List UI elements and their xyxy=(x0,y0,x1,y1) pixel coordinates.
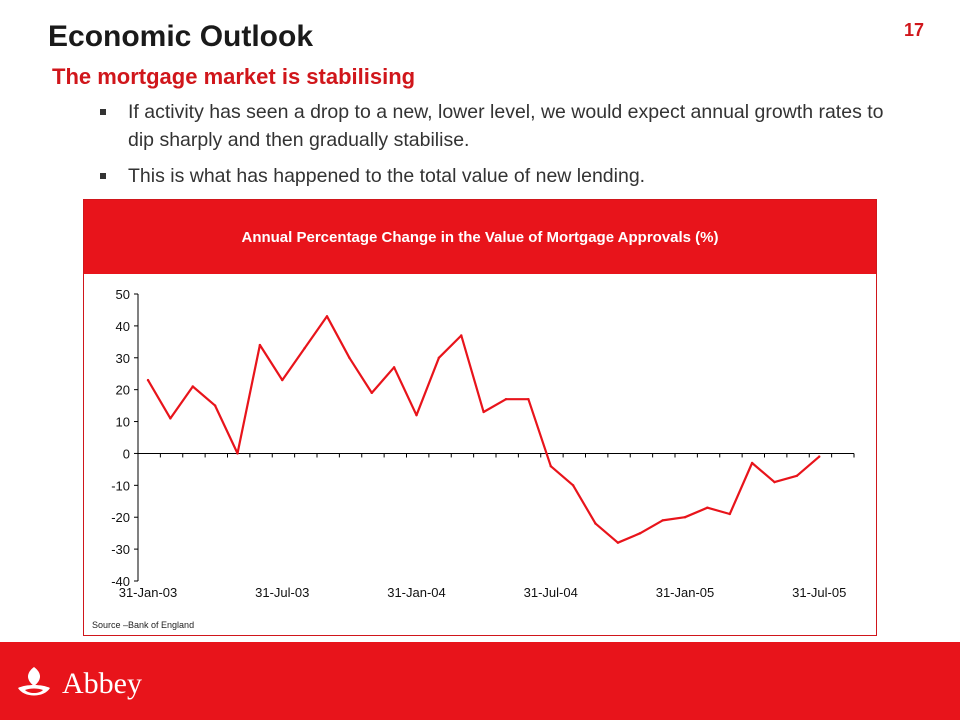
page-number: 17 xyxy=(903,20,924,40)
data-point xyxy=(527,398,530,401)
bullet-text: This is what has happened to the total v… xyxy=(128,165,646,187)
data-point xyxy=(504,398,508,401)
page-subtitle: The mortgage market is stabilising xyxy=(52,64,416,89)
data-point xyxy=(370,391,373,395)
bullet-marker xyxy=(100,173,106,179)
x-tick-label: 31-Jan-03 xyxy=(119,585,178,600)
data-point xyxy=(460,334,463,337)
data-point xyxy=(706,506,709,509)
data-point xyxy=(482,410,485,414)
data-point xyxy=(773,480,776,484)
series-line xyxy=(147,315,821,544)
data-point xyxy=(728,512,731,516)
data-point xyxy=(303,347,306,350)
y-tick-label: 0 xyxy=(123,446,130,461)
data-point xyxy=(661,519,664,522)
flame-logo-icon xyxy=(18,667,50,696)
y-tick-label: -40 xyxy=(111,574,130,589)
chart-panel: Annual Percentage Change in the Value of… xyxy=(83,199,877,636)
data-point xyxy=(191,385,194,388)
data-point xyxy=(437,356,441,359)
source-note: Source –Bank of England xyxy=(92,620,195,630)
data-point xyxy=(236,452,239,455)
y-tick-label: -20 xyxy=(111,510,130,525)
data-point xyxy=(392,366,396,369)
data-point xyxy=(549,465,552,468)
data-point xyxy=(795,474,799,477)
x-tick-label: 31-Jul-05 xyxy=(792,585,846,600)
data-point xyxy=(415,413,418,417)
bullet-marker xyxy=(100,109,106,115)
data-point xyxy=(169,417,172,420)
data-point xyxy=(750,461,754,465)
chart-title: Annual Percentage Change in the Value of… xyxy=(241,228,719,246)
data-point xyxy=(146,378,150,382)
data-point xyxy=(639,531,642,535)
footer-bar xyxy=(0,642,960,720)
y-tick-label: 50 xyxy=(116,287,130,302)
y-tick-label: 20 xyxy=(116,383,130,398)
data-point xyxy=(325,315,329,318)
data-point xyxy=(683,516,687,519)
data-point xyxy=(594,522,597,525)
data-point xyxy=(258,343,262,347)
x-tick-label: 31-Jan-04 xyxy=(387,585,446,600)
bullet-text: If activity has seen a drop to a new, lo… xyxy=(128,101,884,151)
x-tick-label: 31-Jul-03 xyxy=(255,585,309,600)
data-point xyxy=(213,404,217,407)
page-title: Economic Outlook xyxy=(48,20,314,53)
y-tick-label: 10 xyxy=(116,415,130,430)
x-tick-label: 31-Jul-04 xyxy=(524,585,578,600)
bullet-list: If activity has seen a drop to a new, lo… xyxy=(96,98,906,198)
x-tick-label: 31-Jan-05 xyxy=(656,585,715,600)
bullet-item: This is what has happened to the total v… xyxy=(96,162,906,190)
y-tick-label: -10 xyxy=(111,478,130,493)
y-tick-label: 40 xyxy=(116,319,130,334)
brand-logo: Abbey xyxy=(14,664,142,704)
y-tick-label: 30 xyxy=(116,351,130,366)
chart-header: Annual Percentage Change in the Value of… xyxy=(84,200,876,274)
data-point xyxy=(281,378,284,382)
y-tick-label: -30 xyxy=(111,542,130,557)
logo-text: Abbey xyxy=(62,667,142,700)
data-point xyxy=(571,484,575,487)
bullet-item: If activity has seen a drop to a new, lo… xyxy=(96,98,906,154)
data-point xyxy=(616,541,620,544)
data-point xyxy=(348,356,351,359)
data-point xyxy=(818,455,821,458)
